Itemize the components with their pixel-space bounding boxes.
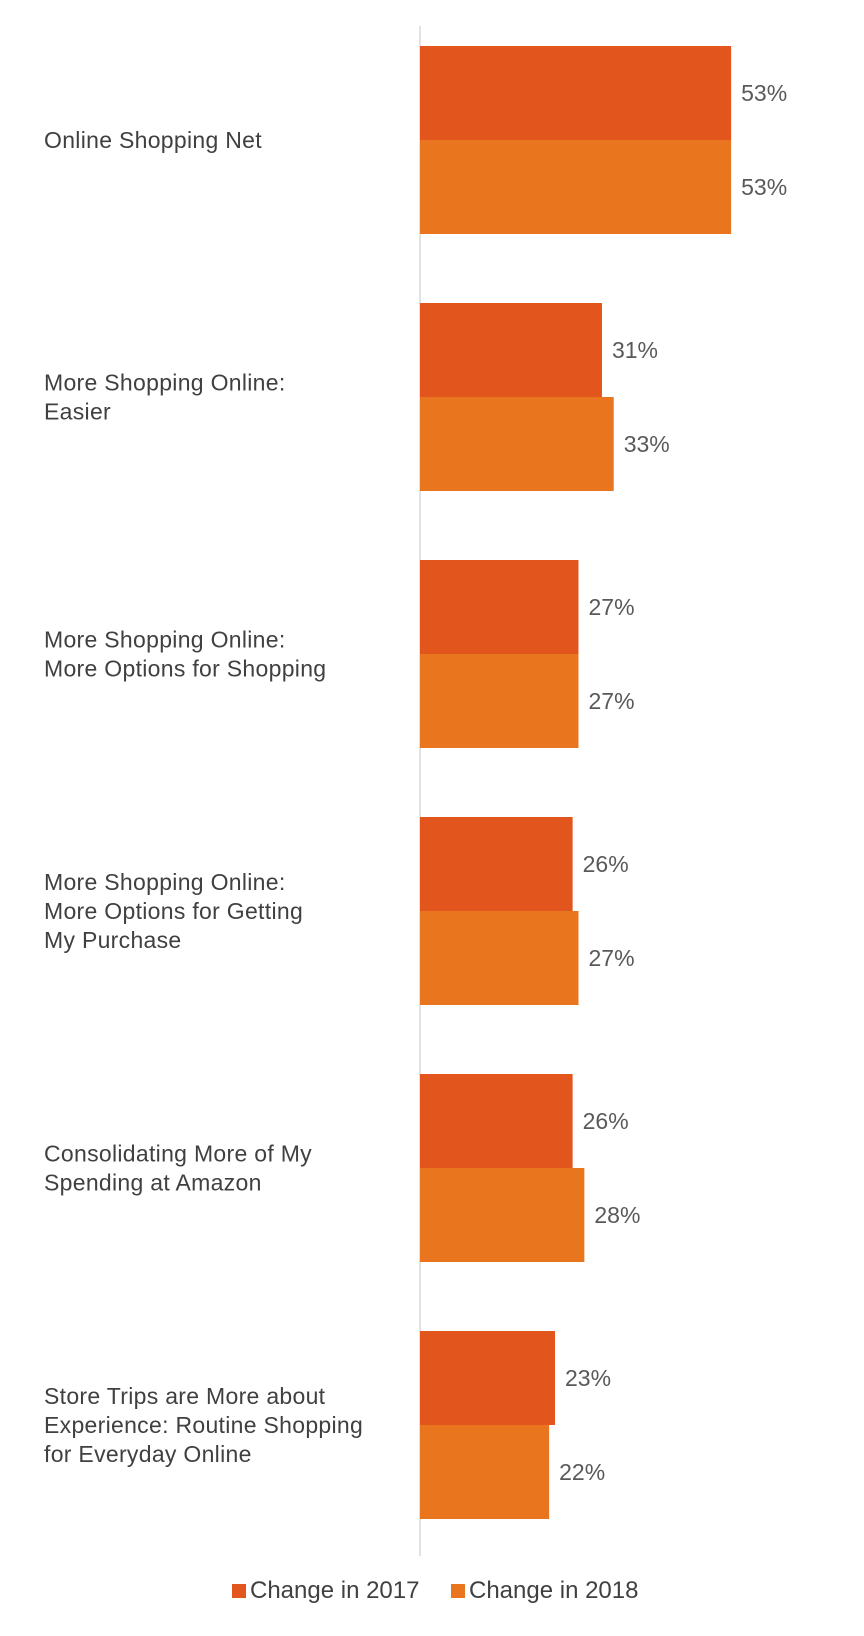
bar-2018: [420, 654, 579, 748]
category-label: More Shopping Online: More Options for Sh…: [44, 627, 326, 682]
legend-label: Change in 2017: [250, 1577, 419, 1604]
category-label: More Shopping Online: Easier: [44, 370, 286, 425]
bar-2017: [420, 560, 579, 654]
data-label: 26%: [583, 1108, 629, 1134]
legend-label: Change in 2018: [469, 1577, 638, 1604]
bar-2018: [420, 140, 732, 234]
data-label: 27%: [588, 594, 634, 620]
bar-2018: [420, 911, 579, 1005]
bar-2017: [420, 46, 732, 140]
category-label: Store Trips are More about Experience: Ro…: [44, 1383, 363, 1467]
data-label: 53%: [741, 80, 787, 106]
data-label: 27%: [588, 688, 634, 714]
data-label: 27%: [588, 945, 634, 971]
data-label: 28%: [594, 1202, 640, 1228]
bar-2017: [420, 1074, 573, 1168]
bar-2017: [420, 303, 602, 397]
data-label: 31%: [612, 337, 658, 363]
bar-2018: [420, 397, 614, 491]
legend-swatch: [232, 1584, 246, 1598]
data-label: 22%: [559, 1459, 605, 1485]
data-label: 33%: [624, 431, 670, 457]
legend-swatch: [451, 1584, 465, 1598]
data-label: 53%: [741, 174, 787, 200]
category-label: More Shopping Online: More Options for Ge…: [44, 869, 303, 953]
category-label: Online Shopping Net: [44, 127, 262, 153]
data-label: 26%: [583, 851, 629, 877]
category-label: Consolidating More of My Spending at Amaz…: [44, 1141, 312, 1196]
bar-2018: [420, 1425, 550, 1519]
bar-2017: [420, 817, 573, 911]
data-label: 23%: [565, 1365, 611, 1391]
bar-2018: [420, 1168, 585, 1262]
bar-2017: [420, 1331, 556, 1425]
